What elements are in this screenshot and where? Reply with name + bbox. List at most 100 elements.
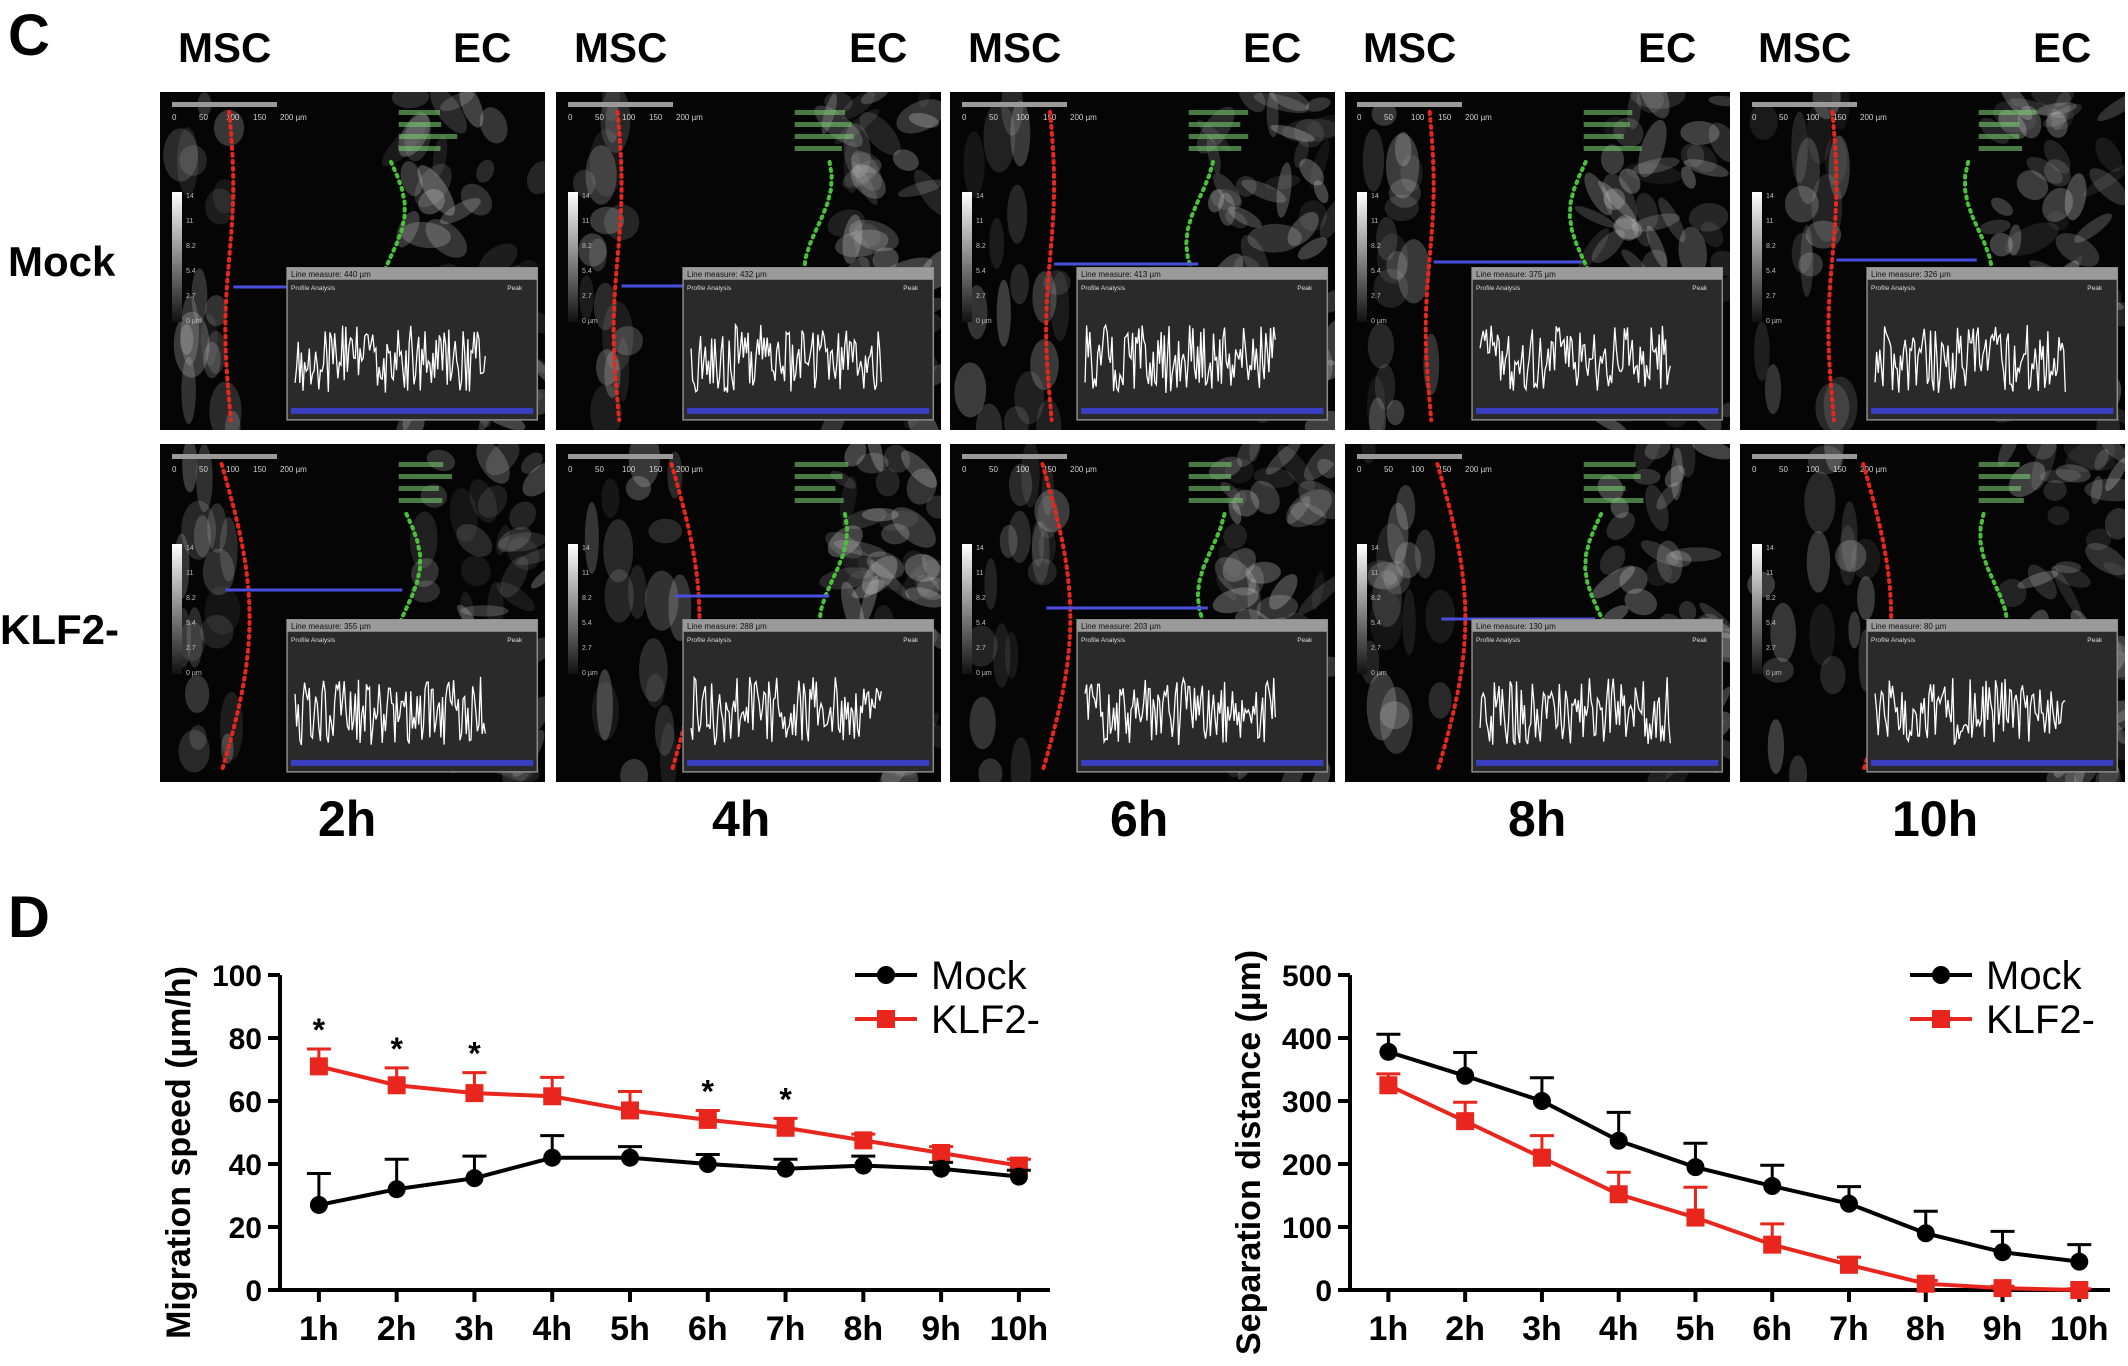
profile-title: Profile Analysis [1081,285,1126,292]
profile-title: Profile Analysis [1476,285,1521,292]
ec-cell [1306,114,1335,138]
ec-cell [851,150,882,191]
scale-tick: 200 µm [1070,113,1097,122]
panel-c-letter: C [8,3,50,68]
peak-label: Peak [1692,637,1708,644]
scale-tick: 100 [226,113,240,122]
info-text [1978,474,2031,479]
ec-cell [1625,162,1682,184]
msc-cell [1402,588,1416,656]
ec-cell [430,92,467,134]
ec-cell [1638,119,1667,178]
ec-cell [2065,444,2116,473]
y-tick-label: 20 [229,1212,262,1245]
profile-title: Profile Analysis [291,637,336,644]
ec-cell [856,452,889,474]
micrograph-mock-8h: 0 50 100 150 200 µm 14 11 8.2 5.4 2.7 0 µm Line mea… [1345,92,1730,430]
intensity-tick: 11 [186,570,193,577]
ec-cell [1678,600,1697,622]
profile-axis [1476,759,1719,766]
scale-bar [962,102,1067,107]
ec-cell [859,112,901,156]
msc-cell [1386,399,1405,426]
scale-tick: 200 µm [1465,465,1492,474]
intensity-tick: 8.2 [186,595,196,602]
data-point-Mock [309,1195,328,1214]
msc-cell [1043,270,1071,296]
msc-cell [1851,538,1881,580]
msc-cell [1369,589,1403,651]
msc-cell [992,623,1011,688]
data-point-Mock [1532,1092,1551,1110]
info-text [794,110,846,115]
msc-boundary [611,110,624,422]
profile-inset [1471,267,1724,421]
intensity-tick: 5.4 [1371,268,1381,275]
ec-cell [400,161,423,197]
msc-cell [189,725,207,750]
ec-cell [2004,222,2059,256]
ec-cell [2095,137,2123,172]
msc-boundary [223,110,236,422]
ec-cell [2044,159,2071,187]
ec-cell [1637,92,1670,119]
y-tick-label: 0 [1315,1275,1332,1308]
ec-cell [417,165,455,216]
profile-axis [1871,407,2114,414]
msc-cell [601,478,620,518]
scale-tick: 50 [199,465,208,474]
ec-cell [418,189,445,215]
ec-cell [900,450,938,488]
msc-label: MSC [178,24,272,71]
ec-cell [1247,565,1264,594]
intensity-tick: 11 [582,218,589,225]
profile-trace [294,676,486,746]
msc-cell [185,675,210,714]
x-tick-label: 9h [1983,1310,2023,1348]
ec-cell [2090,476,2103,505]
data-point-KLF2- [1532,1148,1551,1167]
ec-cell [904,587,941,608]
info-text [398,498,443,503]
ec-cell [1247,223,1303,253]
profile-inset [682,267,935,421]
scale-tick: 200 µm [1070,465,1097,474]
ec-cell [2031,92,2074,107]
msc-cell [1383,560,1411,595]
ec-cell [881,523,910,545]
intensity-tick: 8.2 [1766,595,1776,602]
msc-cell [589,129,623,197]
ec-cell [2009,98,2066,119]
intensity-tick: 14 [186,193,194,200]
msc-cell [984,558,998,610]
ec-cell [1640,540,1680,566]
msc-cell [625,475,652,501]
ec-cell [835,229,889,258]
ec-cell [827,209,865,237]
ec-cell [1305,97,1331,112]
msc-cell [1841,501,1858,571]
ec-cell [1213,173,1241,207]
ec-cell [1253,92,1309,114]
profile-axis [687,759,930,766]
ec-cell [1299,200,1328,232]
intensity-scale [962,192,972,322]
msc-cell [589,206,625,235]
ec-cell [1658,197,1686,243]
msc-cell [1031,521,1050,584]
ec-cell [2026,444,2056,460]
msc-cell [596,669,613,741]
x-tick-label: 7h [766,1310,806,1348]
peak-label: Peak [507,285,523,292]
msc-cell [1376,216,1398,261]
profile-header [287,267,538,280]
ec-cell [902,550,928,579]
peak-label: Peak [2087,285,2103,292]
ec-cell [381,122,426,167]
data-point-Mock [698,1155,717,1173]
x-tick-label: 10h [990,1310,1049,1348]
ec-cell [432,135,448,177]
ec-cell [1232,489,1260,517]
ec-cell [400,221,451,249]
info-text [1583,122,1630,127]
